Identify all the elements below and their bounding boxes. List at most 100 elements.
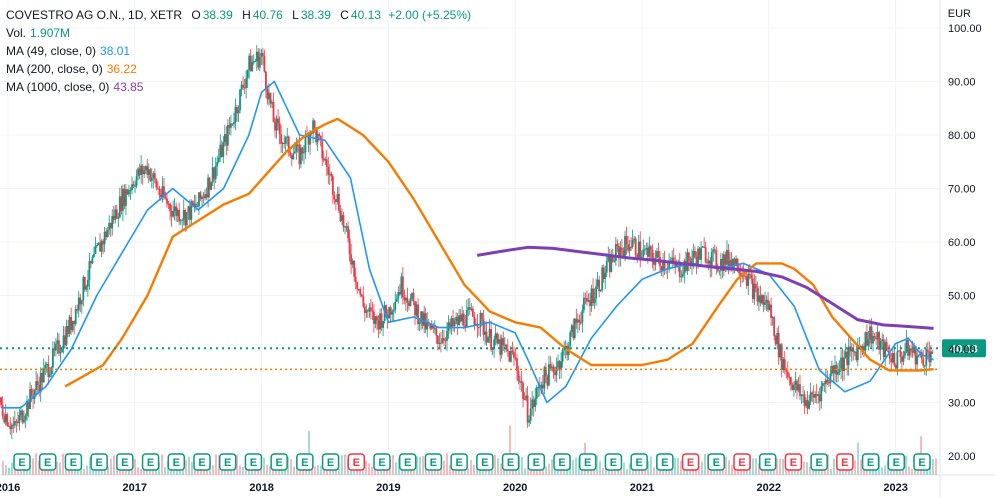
earnings-marker[interactable]: E bbox=[193, 453, 211, 471]
earnings-marker[interactable]: E bbox=[141, 453, 160, 471]
earnings-marker[interactable]: E bbox=[527, 453, 546, 471]
earnings-marker[interactable]: E bbox=[38, 453, 57, 471]
volume-bar bbox=[536, 466, 538, 475]
candle-body bbox=[850, 348, 853, 352]
candle-body bbox=[788, 377, 791, 379]
earnings-marker[interactable]: E bbox=[913, 453, 931, 471]
legend-symbol-row[interactable]: COVESTRO AG O.N., 1D, XETR O 38.39 H 40.76… bbox=[6, 6, 471, 24]
candle-body bbox=[849, 346, 852, 352]
volume-bar bbox=[908, 466, 910, 475]
candle-body bbox=[875, 337, 877, 340]
svg-text:E: E bbox=[687, 457, 694, 469]
earnings-marker[interactable]: E bbox=[604, 453, 623, 471]
volume-bar bbox=[809, 466, 811, 475]
candle-body bbox=[872, 336, 874, 344]
earnings-marker[interactable]: E bbox=[398, 453, 417, 471]
volume-bar bbox=[770, 468, 772, 475]
earnings-marker[interactable]: E bbox=[270, 453, 288, 471]
earnings-marker[interactable]: E bbox=[244, 453, 263, 471]
earnings-marker[interactable]: E bbox=[861, 453, 880, 471]
volume-bar bbox=[524, 468, 526, 475]
candle-body bbox=[327, 166, 330, 175]
volume-bar bbox=[755, 458, 757, 475]
svg-text:E: E bbox=[584, 457, 591, 469]
earnings-marker[interactable]: E bbox=[424, 453, 443, 471]
earnings-marker[interactable]: E bbox=[13, 453, 31, 471]
candle-body bbox=[236, 107, 238, 114]
candle-body bbox=[570, 325, 573, 333]
earnings-marker[interactable]: E bbox=[476, 453, 494, 471]
candle-body bbox=[525, 395, 528, 400]
earnings-marker[interactable]: E bbox=[64, 453, 83, 471]
volume-bar bbox=[392, 455, 394, 475]
earnings-marker[interactable]: E bbox=[373, 453, 391, 471]
earnings-marker[interactable]: E bbox=[116, 453, 134, 471]
candle-body bbox=[15, 421, 18, 423]
volume-bar bbox=[899, 467, 901, 475]
candle-body bbox=[478, 327, 480, 329]
volume-bar bbox=[107, 466, 109, 475]
last-price-badge[interactable] bbox=[942, 339, 986, 358]
earnings-marker[interactable]: E bbox=[450, 453, 468, 471]
candle-body bbox=[109, 222, 112, 229]
earnings-marker[interactable]: E bbox=[296, 453, 314, 471]
earnings-marker[interactable]: E bbox=[836, 453, 854, 471]
earnings-marker[interactable]: E bbox=[707, 453, 726, 471]
earnings-marker[interactable]: E bbox=[90, 453, 108, 471]
earnings-marker[interactable]: E bbox=[733, 453, 751, 471]
volume-bar bbox=[314, 466, 316, 475]
volume-bar bbox=[842, 468, 844, 475]
earnings-marker[interactable]: E bbox=[321, 453, 340, 471]
earnings-marker[interactable]: E bbox=[218, 453, 237, 471]
earnings-marker[interactable]: E bbox=[167, 453, 186, 471]
earnings-marker[interactable]: E bbox=[810, 453, 828, 471]
earnings-marker[interactable]: E bbox=[681, 453, 700, 471]
volume-bar bbox=[884, 465, 886, 475]
candle-body bbox=[1, 405, 4, 417]
candle-body bbox=[303, 151, 305, 154]
earnings-marker[interactable]: E bbox=[656, 453, 674, 471]
earnings-marker[interactable]: E bbox=[784, 453, 803, 471]
candle-body bbox=[284, 137, 287, 144]
candle-body bbox=[380, 313, 383, 328]
price-axis[interactable]: 100.00 90.00 80.00 70.00 60.00 50.00 40.00 30.0… bbox=[939, 0, 982, 498]
earnings-marker[interactable]: E bbox=[553, 453, 571, 471]
candle-body bbox=[733, 258, 736, 266]
volume-bar bbox=[911, 468, 913, 475]
candle-body bbox=[546, 376, 549, 386]
earnings-marker[interactable]: E bbox=[578, 453, 597, 471]
legend-ma200-row[interactable]: MA (200, close, 0) 36.22 bbox=[6, 60, 471, 78]
time-axis[interactable]: 2016 2017 2018 2019 2020 2021 2022 2023 bbox=[0, 482, 908, 494]
candle-body bbox=[38, 384, 41, 393]
candle-body bbox=[359, 289, 362, 295]
candle-body bbox=[356, 281, 359, 290]
candle-body bbox=[35, 381, 38, 390]
legend-volume-row[interactable]: Vol. 1.907M bbox=[6, 24, 471, 42]
volume-bar bbox=[191, 461, 193, 475]
symbol-title[interactable]: COVESTRO AG O.N., 1D, XETR bbox=[6, 8, 183, 22]
candle-body bbox=[523, 399, 526, 401]
earnings-marker[interactable]: E bbox=[758, 453, 777, 471]
earnings-marker[interactable]: E bbox=[630, 453, 648, 471]
volume-bar bbox=[527, 467, 529, 475]
svg-text:E: E bbox=[455, 457, 462, 469]
svg-text:E: E bbox=[661, 457, 668, 469]
candle-body bbox=[453, 321, 456, 327]
candle-body bbox=[758, 295, 760, 302]
legend-ma1000-row[interactable]: MA (1000, close, 0) 43.85 bbox=[6, 78, 471, 96]
volume-bar bbox=[245, 468, 247, 475]
volume-bar bbox=[458, 468, 460, 475]
volume-bar bbox=[401, 467, 403, 475]
earnings-marker[interactable]: E bbox=[887, 453, 906, 471]
legend-ma49-row[interactable]: MA (49, close, 0) 38.01 bbox=[6, 42, 471, 60]
candle-body bbox=[519, 381, 521, 383]
earnings-marker[interactable]: E bbox=[501, 453, 520, 471]
svg-text:E: E bbox=[275, 457, 282, 469]
candle-body bbox=[750, 274, 753, 279]
volume-bar bbox=[344, 454, 346, 475]
earnings-marker[interactable]: E bbox=[347, 453, 366, 471]
candle-body bbox=[406, 297, 409, 303]
candle-body bbox=[121, 188, 124, 212]
